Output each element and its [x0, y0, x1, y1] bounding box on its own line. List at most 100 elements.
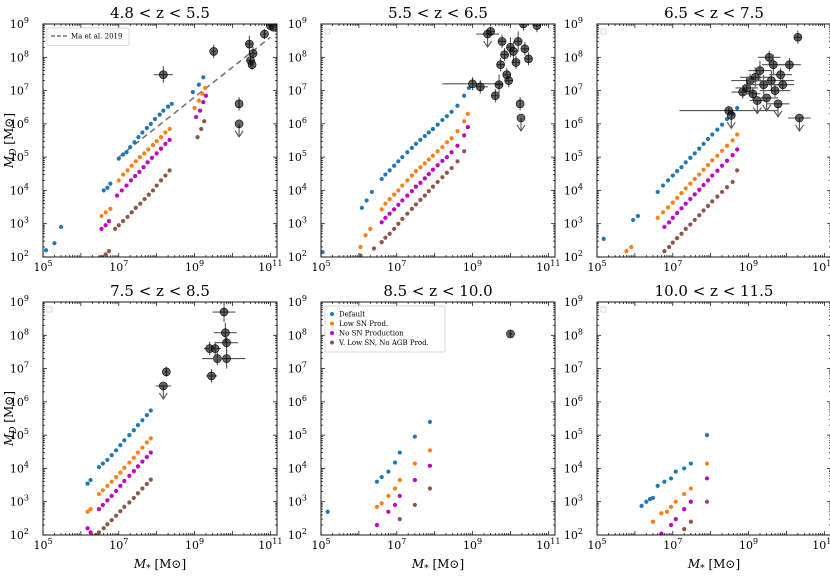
- data-point: [730, 179, 735, 185]
- observation-marker: [491, 91, 500, 101]
- observation-point: [740, 67, 771, 88]
- y-tick-label: 108: [564, 49, 583, 64]
- data-point: [43, 248, 49, 253]
- observation-point: [215, 332, 238, 353]
- observation-point: [205, 369, 218, 383]
- data-point: [405, 150, 410, 155]
- x-tick-label: 105: [311, 537, 330, 552]
- data-point: [601, 236, 606, 241]
- data-point: [118, 443, 123, 448]
- data-point: [701, 208, 706, 213]
- data-point: [200, 91, 205, 96]
- data-point: [58, 224, 64, 230]
- data-point: [52, 241, 57, 246]
- data-point: [154, 139, 159, 144]
- observation-point: [520, 42, 530, 56]
- observation-marker: [516, 113, 526, 123]
- observation-marker: [207, 371, 216, 381]
- data-point: [659, 511, 664, 516]
- observation-point: [209, 341, 221, 356]
- data-point: [670, 200, 675, 205]
- data-point: [670, 215, 675, 220]
- data-point: [705, 203, 711, 209]
- x-tick-label: 1011: [812, 537, 830, 552]
- y-tick-label: 104: [288, 182, 307, 197]
- observation-marker: [210, 344, 220, 353]
- data-point: [682, 506, 687, 512]
- axes-frame: [320, 23, 556, 258]
- data-point: [730, 138, 735, 143]
- data-point: [660, 210, 666, 215]
- observation-marker: [504, 76, 514, 85]
- y-tick-label: 106: [288, 394, 307, 409]
- data-point: [161, 108, 166, 113]
- y-tick-label: 104: [10, 460, 29, 475]
- data-point: [674, 195, 680, 200]
- observation-point: [519, 24, 528, 31]
- series-default: [325, 419, 433, 514]
- axes-frame: [42, 23, 278, 258]
- data-point: [412, 434, 417, 439]
- data-point: [157, 112, 162, 117]
- y-tick-label: 107: [288, 83, 307, 98]
- data-point: [128, 178, 134, 183]
- data-point: [135, 423, 141, 428]
- x-tick-label: 105: [587, 537, 606, 552]
- data-point: [88, 506, 93, 512]
- data-point: [131, 495, 136, 501]
- observation-marker: [776, 70, 785, 79]
- data-point: [418, 180, 423, 185]
- data-point: [392, 192, 397, 197]
- data-point: [122, 465, 127, 470]
- data-point: [133, 173, 138, 179]
- observation-marker: [773, 99, 783, 109]
- data-point: [455, 143, 460, 148]
- data-point: [444, 114, 449, 119]
- data-point: [426, 171, 431, 177]
- data-point: [412, 477, 417, 483]
- data-point: [109, 493, 114, 498]
- data-point: [435, 179, 440, 185]
- data-point: [105, 498, 110, 503]
- data-point: [109, 453, 114, 458]
- data-point: [397, 477, 402, 483]
- data-point: [368, 226, 373, 231]
- data-point: [163, 130, 168, 135]
- legend-label: Default: [339, 311, 365, 319]
- data-point: [674, 169, 680, 174]
- data-point: [735, 147, 740, 152]
- y-tick-label: 107: [10, 83, 29, 98]
- data-point: [144, 481, 149, 487]
- data-point: [163, 141, 168, 146]
- data-point: [124, 150, 129, 155]
- series-no-sn-production: [662, 147, 740, 230]
- y-tick-label: 109: [288, 16, 307, 31]
- data-point: [665, 178, 671, 183]
- data-point: [383, 201, 388, 206]
- plot-area: [325, 329, 515, 528]
- data-point: [719, 189, 725, 195]
- data-point: [400, 155, 405, 160]
- plot-area: [639, 433, 710, 535]
- data-point: [85, 481, 90, 486]
- observation-marker: [742, 83, 752, 93]
- observation-marker: [497, 37, 507, 46]
- data-point: [88, 477, 93, 483]
- data-point: [705, 162, 711, 168]
- data-point: [122, 504, 127, 509]
- data-point: [169, 101, 174, 106]
- observation-point: [749, 96, 765, 115]
- x-tick-label: 109: [185, 537, 204, 552]
- x-axis-label: M* [M⊙]: [133, 557, 186, 574]
- data-point: [697, 187, 702, 192]
- data-point: [100, 502, 105, 508]
- data-point: [93, 532, 99, 535]
- series-default: [321, 85, 471, 255]
- observation-point: [213, 322, 237, 343]
- y-tick-label: 109: [564, 294, 583, 309]
- series-default: [601, 105, 740, 241]
- observation-marker: [496, 60, 505, 69]
- data-point: [462, 133, 467, 138]
- data-point: [148, 436, 153, 441]
- data-point: [667, 220, 672, 225]
